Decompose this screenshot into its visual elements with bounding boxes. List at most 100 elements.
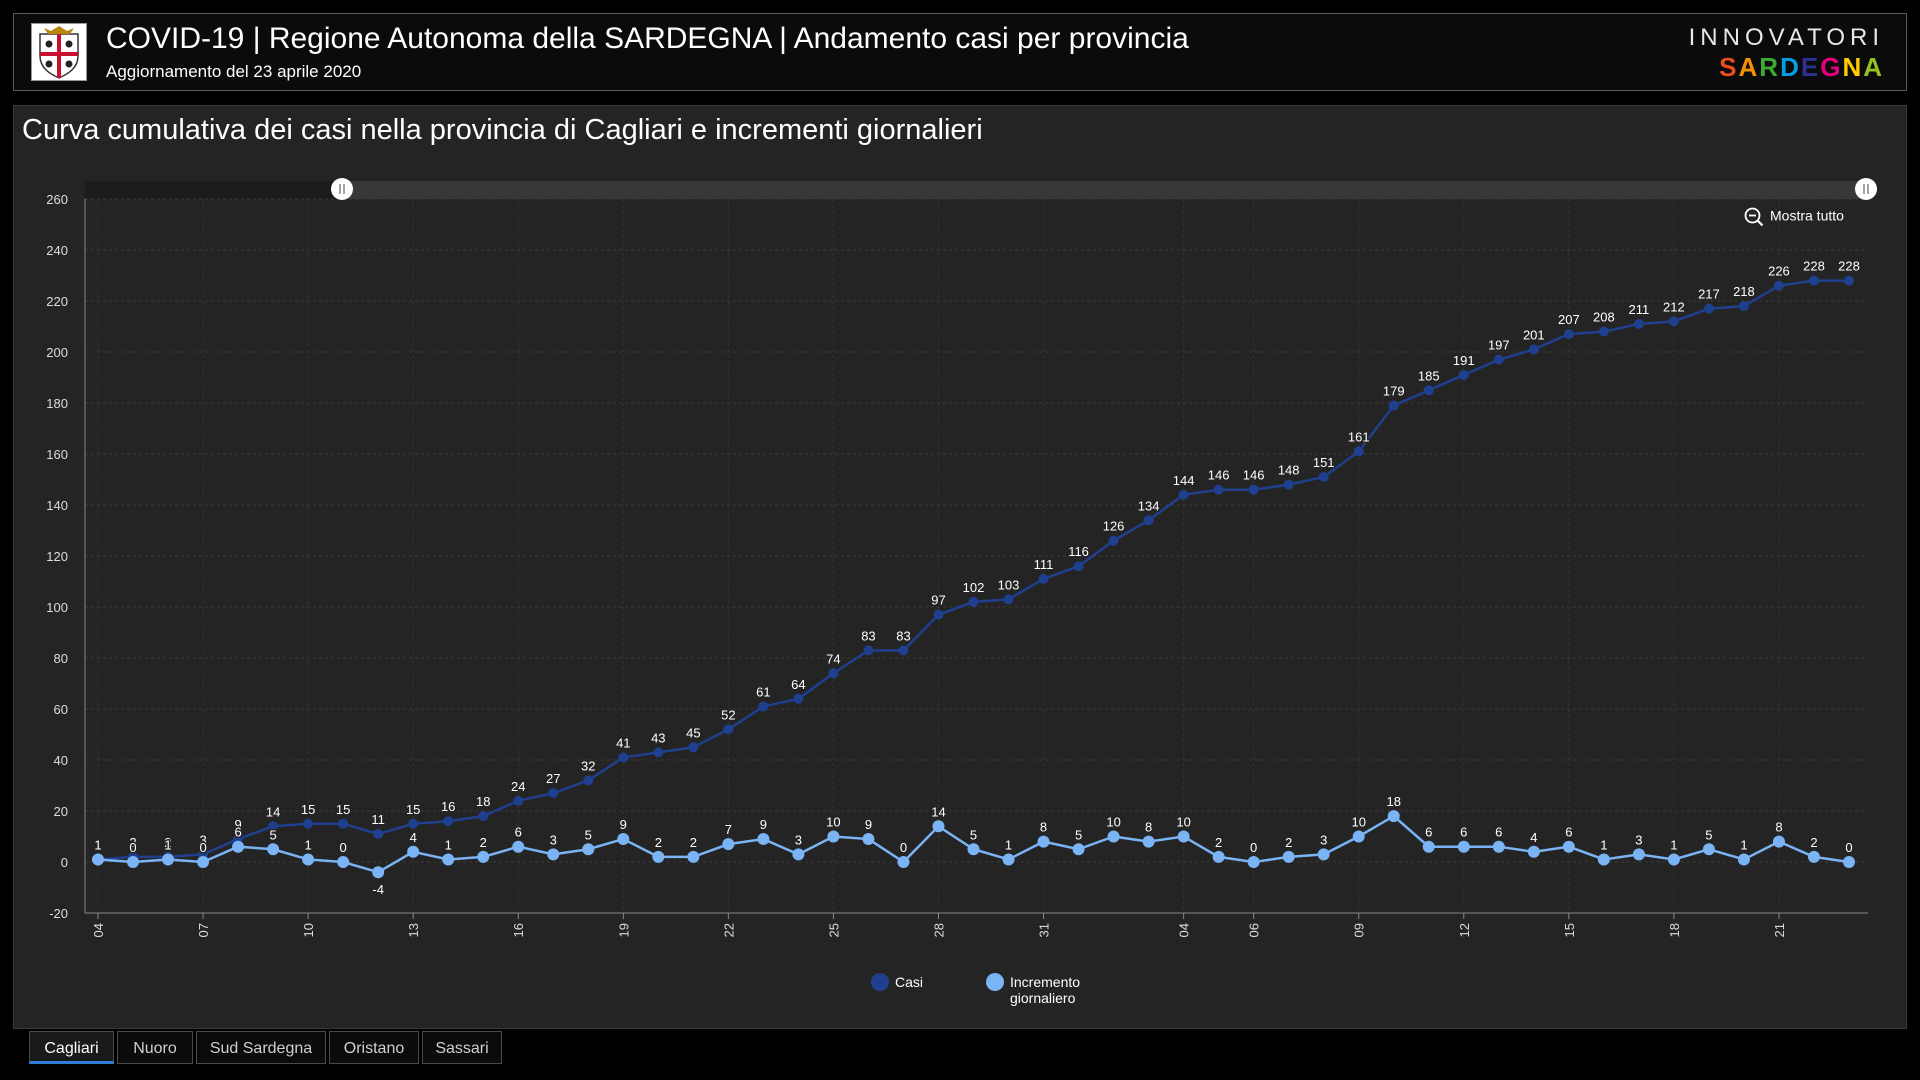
- y-tick-label: 220: [46, 294, 68, 309]
- data-label: 9: [234, 817, 241, 832]
- data-label: 1: [1600, 837, 1607, 852]
- data-label: 197: [1488, 338, 1510, 353]
- data-label: 4: [1530, 830, 1537, 845]
- tab-nuoro[interactable]: Nuoro: [117, 1031, 193, 1064]
- data-point: [92, 853, 104, 866]
- tab-oristano[interactable]: Oristano: [329, 1031, 419, 1064]
- data-point: [1282, 850, 1295, 863]
- data-point: [373, 828, 384, 839]
- brand-letter: E: [1800, 52, 1821, 82]
- data-label: 6: [1425, 825, 1432, 840]
- data-label: 74: [826, 651, 840, 666]
- data-label: 45: [686, 725, 700, 740]
- brand-letter: D: [1780, 52, 1801, 82]
- data-point: [653, 747, 664, 758]
- mostra-tutto-button[interactable]: Mostra tutto: [1744, 207, 1844, 227]
- data-label: 10: [826, 815, 840, 830]
- x-tick-label: 25: [826, 923, 841, 937]
- legend-label-line: Casi: [895, 974, 923, 990]
- data-point: [302, 853, 315, 866]
- data-label: 61: [756, 684, 770, 699]
- y-tick-label: 140: [46, 498, 68, 513]
- y-tick-label: 40: [54, 753, 68, 768]
- data-point: [1808, 275, 1819, 286]
- data-label: 16: [441, 799, 455, 814]
- data-point: [687, 850, 700, 863]
- data-label: -4: [372, 882, 384, 897]
- data-point: [1807, 850, 1820, 863]
- brand-letter: R: [1759, 52, 1781, 82]
- data-point: [1633, 318, 1644, 329]
- data-label: 116: [1068, 544, 1089, 559]
- data-label: 5: [1705, 827, 1712, 842]
- data-label: 144: [1173, 473, 1195, 488]
- data-point: [407, 845, 420, 858]
- data-point: [1527, 845, 1540, 858]
- series-line-casi: [97, 279, 1849, 861]
- x-tick-label: 31: [1037, 923, 1052, 937]
- data-point: [1212, 850, 1225, 863]
- data-label: 6: [1495, 825, 1502, 840]
- brand-innovatori: INNOVATORI: [1688, 24, 1884, 51]
- data-label: 134: [1138, 498, 1160, 513]
- dashboard-title: COVID-19 | Regione Autonoma della SARDEG…: [106, 22, 1189, 55]
- data-label: 0: [199, 840, 206, 855]
- data-point: [1702, 843, 1715, 856]
- data-label: 211: [1629, 302, 1650, 317]
- data-point: [408, 818, 419, 829]
- data-label: 228: [1803, 259, 1825, 274]
- tab-sud-sardegna[interactable]: Sud Sardegna: [196, 1031, 326, 1064]
- data-label: 9: [620, 817, 627, 832]
- x-tick-label: 06: [1247, 923, 1262, 937]
- data-label: 15: [301, 802, 315, 817]
- data-label: 5: [269, 827, 276, 842]
- data-point: [617, 833, 630, 846]
- data-point: [1492, 840, 1505, 853]
- data-label: 11: [371, 812, 385, 827]
- data-point: [932, 820, 945, 833]
- data-label: 6: [515, 825, 522, 840]
- data-point: [688, 742, 699, 753]
- range-handle-left: [331, 178, 353, 200]
- x-tick-label: 19: [616, 923, 631, 937]
- data-label: 185: [1418, 368, 1440, 383]
- tab-cagliari[interactable]: Cagliari: [29, 1031, 114, 1064]
- range-slider-excluded: [85, 181, 343, 199]
- data-label: 8: [1775, 820, 1782, 835]
- brand-letter: A: [1738, 52, 1760, 82]
- region-coat-of-arms-logo: [31, 23, 87, 81]
- zoom-out-icon: [1744, 207, 1764, 227]
- y-tick-label: 200: [46, 345, 68, 360]
- x-tick-label: 21: [1772, 923, 1787, 937]
- data-point: [652, 850, 665, 863]
- brand-sardegna: SARDEGNA: [1719, 52, 1884, 83]
- data-label: 151: [1313, 455, 1335, 470]
- brand-letter: A: [1863, 52, 1884, 82]
- x-tick-label: 12: [1457, 923, 1472, 937]
- data-point: [1667, 853, 1680, 866]
- range-handle-right: [1855, 178, 1877, 200]
- x-tick-label: 13: [406, 923, 421, 937]
- data-point: [1738, 301, 1749, 312]
- data-point: [793, 693, 804, 704]
- data-point: [723, 724, 734, 735]
- data-label: 0: [129, 840, 136, 855]
- x-tick-label: 10: [301, 923, 316, 937]
- x-tick-label: 04: [1177, 923, 1192, 937]
- x-tick-label: 07: [196, 923, 211, 937]
- data-point: [827, 830, 840, 843]
- data-point: [1562, 840, 1575, 853]
- data-point: [1317, 848, 1330, 861]
- data-label: 2: [1215, 835, 1222, 850]
- data-point: [442, 853, 455, 866]
- data-label: 126: [1103, 519, 1125, 534]
- data-label: 2: [129, 835, 136, 850]
- data-label: 5: [1075, 827, 1082, 842]
- data-point: [1353, 446, 1364, 457]
- data-point: [792, 848, 805, 861]
- chart-title: Curva cumulativa dei casi nella provinci…: [22, 114, 983, 146]
- tab-sassari[interactable]: Sassari: [422, 1031, 502, 1064]
- y-tick-label: 0: [61, 855, 68, 870]
- data-point: [862, 833, 875, 846]
